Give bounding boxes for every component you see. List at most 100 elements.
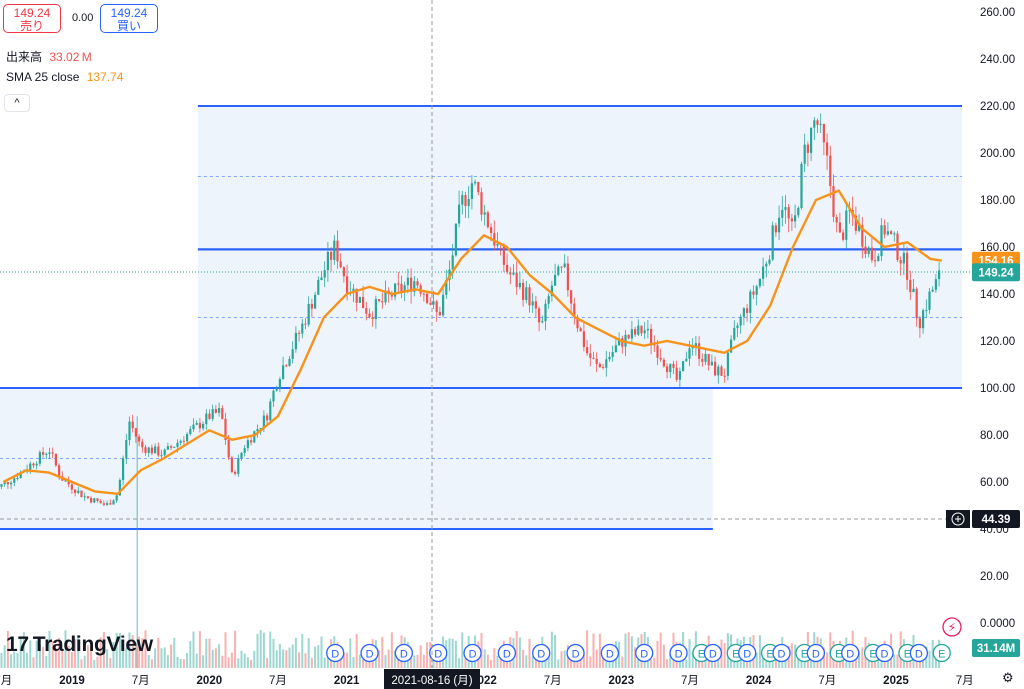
tradingview-mark-icon: 17: [6, 633, 29, 656]
candle-body: [208, 413, 211, 419]
collapse-legend-button[interactable]: ^: [4, 94, 30, 112]
dividend-marker[interactable]: D: [360, 643, 379, 663]
dividend-marker[interactable]: D: [703, 643, 723, 663]
dividend-marker[interactable]: D: [463, 643, 482, 663]
candle-body: [665, 366, 669, 373]
candle-body: [653, 344, 656, 346]
candle-body: [86, 496, 89, 498]
candle-body: [249, 440, 253, 443]
candle-body: [304, 323, 307, 325]
candle-body: [336, 240, 339, 262]
dividend-marker[interactable]: D: [532, 643, 551, 663]
candle-body: [384, 290, 387, 303]
candle-body: [256, 429, 259, 432]
volume-bar: [67, 645, 70, 668]
volume-bar: [346, 652, 349, 668]
event-circle: [566, 643, 585, 663]
volume-bar: [397, 653, 400, 668]
candle-body: [230, 457, 233, 472]
candle-body: [771, 225, 774, 260]
dividend-marker[interactable]: D: [429, 643, 448, 663]
volume-bar: [61, 649, 64, 668]
volume-bar: [134, 643, 137, 668]
dividend-marker[interactable]: D: [909, 643, 929, 663]
candle-body: [832, 186, 835, 218]
candle-body: [377, 299, 381, 302]
candle-body: [141, 441, 144, 448]
candle-body: [38, 452, 41, 464]
candle-body: [201, 424, 205, 429]
candle-body: [464, 195, 467, 207]
event-circle: [909, 643, 929, 663]
candle-body: [41, 452, 45, 455]
dividend-marker[interactable]: D: [841, 643, 860, 663]
volume-bar: [554, 635, 557, 668]
dividend-marker[interactable]: D: [738, 643, 757, 663]
sma-legend[interactable]: SMA 25 close 137.74: [6, 70, 123, 84]
volume-bar: [218, 644, 221, 668]
candle-body: [505, 264, 509, 273]
candle-body: [758, 278, 761, 287]
volume-bar: [42, 646, 45, 668]
candle-body: [672, 363, 675, 368]
volume-bar: [419, 645, 422, 668]
dividend-marker[interactable]: D: [875, 643, 894, 663]
volume-bar: [285, 650, 288, 668]
volume-bar: [582, 654, 585, 668]
volume-bar: [496, 655, 499, 668]
volume-bar: [461, 632, 464, 668]
event-letter: D: [366, 649, 374, 661]
dividend-marker[interactable]: D: [635, 643, 654, 663]
candle-body: [573, 303, 576, 318]
event-circle: [635, 643, 654, 663]
buy-price: 149.24: [110, 6, 148, 20]
volume-bar: [54, 649, 57, 668]
candle-body: [83, 496, 86, 498]
dividend-marker[interactable]: D: [772, 643, 791, 663]
event-letter: D: [331, 649, 339, 661]
candle-body: [352, 288, 355, 293]
chevron-up-icon: ^: [14, 97, 20, 109]
x-tick-label: 7月: [818, 675, 836, 687]
candle-body: [598, 363, 601, 368]
dividend-marker[interactable]: D: [326, 643, 345, 663]
candle-body: [441, 294, 445, 316]
volume-bar: [349, 638, 352, 668]
candle-body: [422, 293, 425, 295]
add-alert-icon[interactable]: [946, 510, 970, 528]
volume-bar: [240, 650, 243, 668]
dividend-marker[interactable]: D: [497, 643, 517, 663]
volume-bar: [51, 640, 54, 668]
candle-body: [105, 503, 109, 505]
spread-value: 0.00: [72, 12, 94, 24]
volume-bar: [186, 653, 189, 668]
dividend-marker[interactable]: D: [394, 643, 414, 663]
earnings-marker[interactable]: E: [932, 643, 951, 663]
volume-bar: [128, 632, 131, 668]
candle-body: [528, 287, 531, 306]
volume-legend[interactable]: 出来高 33.02 M: [6, 48, 92, 65]
candle-body: [48, 452, 51, 454]
y-tick-label: 200.00: [980, 148, 1015, 160]
candle-body: [659, 357, 662, 360]
dividend-marker[interactable]: D: [600, 643, 620, 663]
candle-body: [489, 227, 493, 234]
candle-body: [889, 231, 893, 235]
candle-body: [265, 415, 269, 421]
volume-bar: [822, 647, 825, 668]
candle-body: [809, 127, 813, 153]
buy-button[interactable]: 149.24 買い: [100, 4, 158, 33]
candle-body: [569, 290, 573, 304]
event-circle: [841, 643, 860, 663]
gear-icon[interactable]: ⚙: [1002, 670, 1014, 685]
sell-button[interactable]: 149.24 売り: [3, 4, 61, 33]
dividend-marker[interactable]: D: [806, 643, 826, 663]
candle-body: [221, 408, 224, 419]
candle-body: [473, 181, 477, 184]
candle-body: [435, 301, 438, 312]
candle-body: [790, 218, 793, 222]
dividend-marker[interactable]: D: [669, 643, 688, 663]
last-price-tag: 149.24: [978, 267, 1014, 279]
dividend-marker[interactable]: D: [566, 643, 585, 663]
